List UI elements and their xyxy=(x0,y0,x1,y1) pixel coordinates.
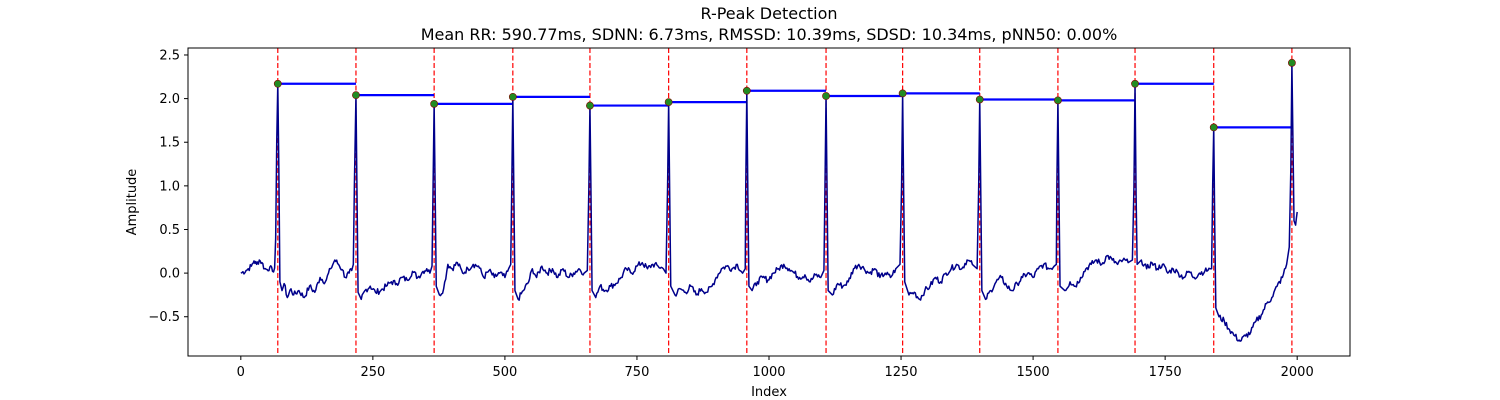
r-peak-marker xyxy=(1209,123,1218,132)
y-tick-label: 0.0 xyxy=(159,267,180,282)
y-tick-label: 0.5 xyxy=(159,223,180,238)
y-axis-label: Amplitude xyxy=(125,169,140,236)
x-tick-label: 1500 xyxy=(1017,365,1050,380)
x-tick-label: 0 xyxy=(237,365,245,380)
r-peak-marker xyxy=(586,101,594,110)
r-peak-marker xyxy=(664,98,673,106)
r-peak-marker xyxy=(273,79,282,88)
r-peak-marker xyxy=(975,95,984,104)
r-peak-marker xyxy=(430,99,439,108)
plot-area xyxy=(240,48,1298,356)
r-peak-marker xyxy=(1288,58,1296,67)
y-axis: −0.5 0.0 0.5 1.0 1.5 2.0 2.5 xyxy=(148,48,188,325)
x-axis: 0 250 500 750 1000 1250 1500 1750 2000 xyxy=(237,356,1314,380)
x-tick-label: 750 xyxy=(625,365,650,380)
r-peak-marker xyxy=(352,91,360,100)
x-tick-label: 500 xyxy=(492,365,517,380)
x-tick-label: 250 xyxy=(360,365,385,380)
x-tick-label: 1750 xyxy=(1149,365,1182,380)
x-axis-label: Index xyxy=(751,385,787,400)
r-peak-marker xyxy=(822,92,830,100)
y-tick-label: 2.5 xyxy=(159,48,180,63)
r-peak-marker xyxy=(1054,96,1062,105)
x-tick-label: 1250 xyxy=(884,365,917,380)
y-tick-label: 1.0 xyxy=(159,179,180,194)
chart-subtitle: Mean RR: 590.77ms, SDNN: 6.73ms, RMSSD: … xyxy=(421,25,1118,44)
r-peak-marker xyxy=(508,92,517,101)
x-tick-label: 1000 xyxy=(752,365,785,380)
r-peak-marker xyxy=(898,89,907,98)
r-peak-marker xyxy=(1131,79,1139,88)
chart-title: R-Peak Detection xyxy=(700,4,837,23)
y-tick-label: −0.5 xyxy=(148,310,180,325)
y-tick-label: 2.0 xyxy=(159,92,180,107)
ecg-signal-line xyxy=(240,62,1298,342)
x-tick-label: 2000 xyxy=(1281,365,1314,380)
r-peak-marker xyxy=(742,86,751,95)
y-tick-label: 1.5 xyxy=(159,136,180,151)
